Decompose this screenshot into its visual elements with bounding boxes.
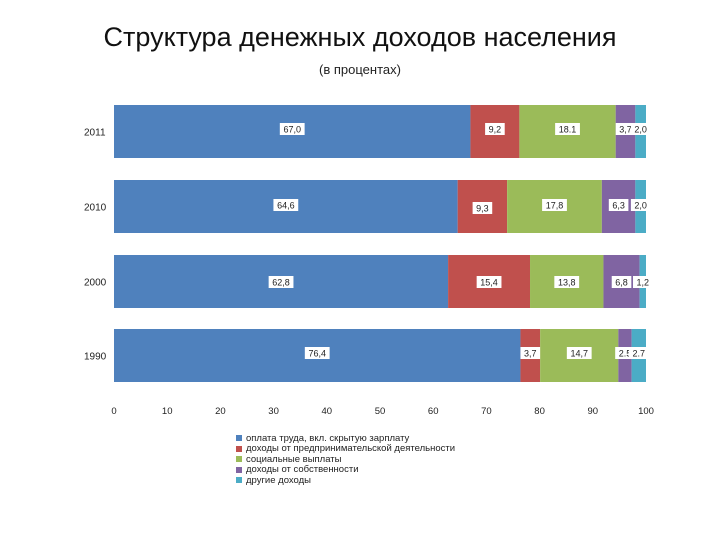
legend-item-2: социальные выплаты — [236, 454, 455, 465]
x-tick-label-20: 20 — [215, 406, 226, 417]
data-label-box — [485, 123, 505, 135]
data-label-box — [279, 123, 305, 135]
x-tick-label-40: 40 — [322, 406, 333, 417]
data-label-box — [630, 123, 651, 135]
legend-swatch — [236, 477, 242, 484]
x-tick-label-0: 0 — [111, 406, 116, 417]
data-label-box — [472, 202, 493, 214]
x-tick-label-50: 50 — [375, 406, 386, 417]
category-label-1990: 1990 — [84, 352, 107, 363]
x-tick-label-80: 80 — [534, 406, 545, 417]
data-label-1990-series-2: 14,7 — [570, 349, 588, 359]
chart-subtitle: (в процентах) — [319, 62, 401, 77]
category-label-2000: 2000 — [84, 278, 107, 289]
data-label-box — [555, 123, 580, 135]
legend-label: доходы от собственности — [246, 464, 359, 476]
legend-label: другие доходы — [246, 474, 311, 486]
x-axis-ticks-layer: 0 10 20 30 40 50 60 70 80 90 100 — [111, 406, 654, 417]
x-tick-label-10: 10 — [162, 406, 173, 417]
data-label-2011-series-2: 18.1 — [559, 125, 577, 135]
data-label-2010-series-4: 2,0 — [634, 201, 647, 211]
data-label-2000-series-0: 62,8 — [272, 278, 290, 288]
data-label-1990-series-3: 2.5 — [619, 349, 632, 359]
data-label-box — [633, 276, 653, 288]
category-labels-layer: 2011 2010 2000 1990 — [84, 128, 107, 363]
data-label-2000-series-4: 1,2 — [637, 278, 650, 288]
x-tick-label-100: 100 — [638, 406, 654, 417]
data-label-box — [608, 199, 629, 211]
data-label-2011-series-3: 3,7 — [619, 125, 632, 135]
data-label-box — [630, 199, 651, 211]
data-label-2000-series-1: 15,4 — [480, 278, 498, 288]
legend-item-4: другие доходы — [236, 475, 455, 486]
data-label-box — [611, 276, 632, 288]
data-label-box — [476, 276, 502, 288]
data-label-box — [566, 347, 592, 359]
legend-swatch — [236, 456, 242, 463]
legend-item-0: оплата труда, вкл. скрытую зарплату — [236, 433, 455, 444]
legend-swatch — [236, 445, 242, 452]
legend-item-3: доходы от собственности — [236, 464, 455, 476]
data-label-box — [629, 347, 649, 359]
legend-label: социальные выплаты — [246, 453, 342, 465]
data-label-box — [268, 276, 294, 288]
data-label-1990-series-1: 3,7 — [524, 349, 537, 359]
bars-layer — [114, 105, 646, 382]
data-label-2010-series-0: 64,6 — [277, 201, 295, 211]
data-label-1990-series-0: 76,4 — [308, 349, 326, 359]
data-label-2010-series-2: 17,8 — [546, 201, 564, 211]
data-label-2011-series-0: 67,0 — [283, 125, 301, 135]
data-label-box — [304, 347, 330, 359]
category-label-2010: 2010 — [84, 203, 107, 214]
legend-label: оплата труда, вкл. скрытую зарплату — [246, 432, 410, 444]
legend-swatch — [236, 466, 242, 473]
data-label-2010-series-3: 6,3 — [612, 201, 625, 211]
data-label-box — [542, 199, 567, 211]
x-tick-label-70: 70 — [481, 406, 492, 417]
data-label-1990-series-4: 2.7 — [633, 349, 646, 359]
data-label-box — [520, 347, 541, 359]
data-labels-layer: 67,0 9,2 18.1 3,7 2,064,6 9,3 17,8 6,3 2,062,8 15… — [268, 123, 653, 359]
data-label-box — [615, 123, 636, 135]
data-label-2010-series-1: 9,3 — [476, 204, 489, 214]
legend: оплата труда, вкл. скрытую зарплату доход… — [236, 433, 455, 486]
x-tick-label-60: 60 — [428, 406, 439, 417]
legend-label: доходы от предпринимательской деятельнос… — [246, 443, 456, 455]
legend-swatch — [236, 435, 242, 442]
data-label-2011-series-1: 9,2 — [489, 125, 502, 135]
x-tick-label-90: 90 — [588, 406, 599, 417]
data-label-2000-series-3: 6,8 — [615, 278, 628, 288]
chart-title: Структура денежных доходов населения — [103, 22, 617, 52]
category-label-2011: 2011 — [84, 128, 106, 139]
legend-item-1: доходы от предпринимательской деятельнос… — [236, 443, 456, 455]
data-label-2000-series-2: 13,8 — [558, 278, 576, 288]
data-label-2011-series-4: 2,0 — [634, 125, 647, 135]
data-label-box — [273, 199, 299, 211]
x-tick-label-30: 30 — [268, 406, 279, 417]
data-label-box — [554, 276, 580, 288]
